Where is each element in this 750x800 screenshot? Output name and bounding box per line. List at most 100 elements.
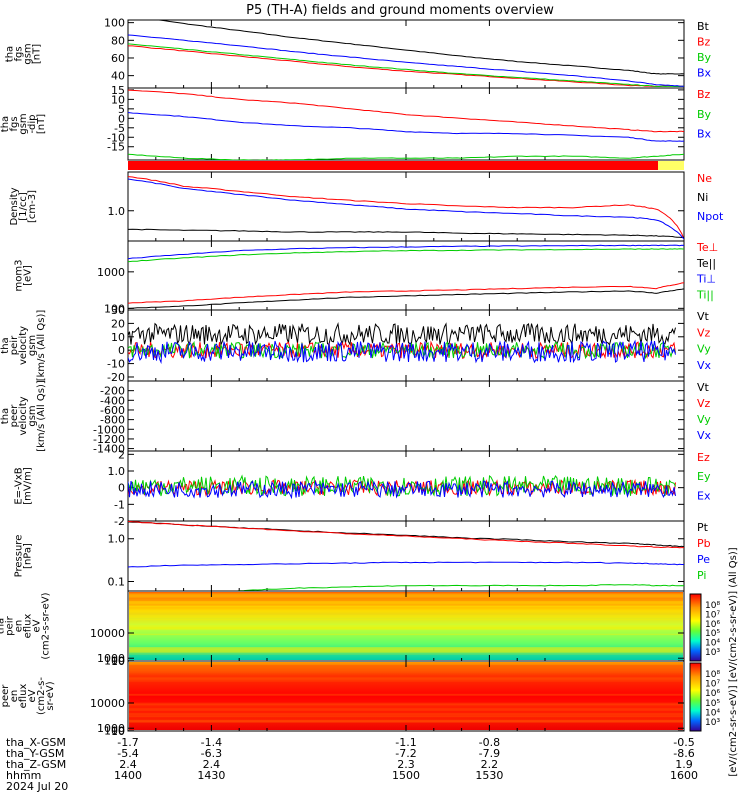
series-line-te bbox=[128, 282, 684, 304]
y-axis-label-line: tha bbox=[5, 46, 16, 62]
y-axis-label-line: -dip bbox=[27, 114, 38, 133]
y-axis-label-line: [cm-3] bbox=[27, 190, 38, 223]
axis-row-label: tha_X-GSM bbox=[6, 736, 66, 749]
heatmap-band bbox=[129, 708, 683, 712]
axis-row-value: -8.6 bbox=[673, 747, 694, 760]
axis-row-value: -6.3 bbox=[201, 747, 222, 760]
legend-label: Bt bbox=[697, 20, 710, 33]
y-axis-label-line: [km/s (All Qs)] bbox=[36, 380, 47, 452]
y-tick-label: 0 bbox=[118, 482, 125, 495]
heatmap-band bbox=[129, 617, 683, 619]
heatmap-band bbox=[129, 677, 683, 679]
colorbar-tick-label: 10⁴ bbox=[705, 708, 720, 718]
y-tick-label: -10 bbox=[107, 358, 125, 371]
heatmap-band bbox=[129, 618, 683, 621]
heatmap-band bbox=[129, 671, 683, 673]
heatmap-band bbox=[129, 651, 683, 654]
axis-row-value: 1500 bbox=[392, 769, 420, 782]
y-axis-label-line: peer bbox=[9, 404, 20, 428]
axis-row-value: -7.2 bbox=[395, 747, 416, 760]
y-axis-label-line: velocity bbox=[18, 326, 29, 365]
legend-label: Ez bbox=[697, 451, 710, 464]
heatmap-image bbox=[129, 662, 683, 730]
y-tick-label: 1000 bbox=[97, 266, 125, 279]
panel-0: thafgsgsm[nT] 40 60 80 100 Bt Bz By Bx bbox=[5, 17, 712, 89]
panel-8: Pressure[nPa] 1.0 0.1 Pt Pb Pe Pi bbox=[14, 520, 711, 592]
colorbar-rect bbox=[689, 662, 702, 732]
legend-label: Vx bbox=[697, 359, 712, 372]
y-tick-label: 1000 bbox=[97, 722, 125, 735]
heatmap-band bbox=[129, 668, 683, 671]
y-tick-label: 2 bbox=[118, 448, 125, 461]
y-tick-label: 10 bbox=[111, 331, 125, 344]
y-tick-label: -2 bbox=[114, 515, 125, 528]
panel-2 bbox=[128, 161, 684, 170]
y-axis-label-line: (cm2-s-sr-eV) bbox=[41, 592, 52, 659]
heatmap-band bbox=[129, 648, 683, 652]
panel-5: thapeirvelocitygsm[km/s (All Qs)] 3020100… bbox=[0, 304, 712, 384]
colorbar-tick-label: 10⁴ bbox=[705, 639, 720, 649]
y-axis-label: E=-VxB[mV/m] bbox=[14, 467, 34, 505]
colorbar-tick-label: 10³ bbox=[705, 718, 720, 728]
y-tick-label: -15 bbox=[107, 141, 125, 154]
series-line-npot bbox=[128, 178, 684, 240]
series-line-vt bbox=[128, 321, 676, 347]
heatmap-band bbox=[129, 720, 683, 723]
y-axis-label-line: [nT] bbox=[32, 44, 43, 64]
y-tick-label: -800 bbox=[100, 414, 125, 427]
heatmap-band bbox=[129, 702, 683, 705]
heatmap-band bbox=[129, 707, 683, 710]
axis-row-value: 2.3 bbox=[397, 758, 415, 771]
y-tick-label: -1 bbox=[114, 498, 125, 511]
y-axis-label: thapeerenefluxeV(cm2-s-sr-eV) bbox=[0, 677, 56, 715]
y-tick-label: 10000 bbox=[90, 697, 125, 710]
y-tick-label: 10 bbox=[111, 93, 125, 106]
heatmap-band bbox=[129, 653, 683, 655]
quality-bar-yellow bbox=[658, 161, 684, 170]
y-tick-label: 60 bbox=[111, 52, 125, 65]
series-line-bt bbox=[154, 20, 684, 75]
axis-row-value: 1530 bbox=[475, 769, 503, 782]
y-axis-label: Density[1/cc][cm-3] bbox=[9, 187, 38, 225]
legend-label: Pb bbox=[697, 537, 711, 550]
y-tick-label: 10000 bbox=[90, 627, 125, 640]
y-tick-label: -1000 bbox=[93, 423, 125, 436]
y-axis-label-line: [mV/m] bbox=[23, 467, 34, 505]
y-tick-label: 1.0 bbox=[108, 205, 126, 218]
legend-label: Vt bbox=[697, 310, 710, 323]
y-axis-label: thapeervelocitygsm[km/s (All Qs)] bbox=[0, 380, 47, 452]
axis-row-value: -0.5 bbox=[673, 736, 694, 749]
axis-row-label: tha_Z-GSM bbox=[6, 758, 66, 771]
colorbar-tick-label: 10⁶ bbox=[705, 620, 720, 630]
y-tick-label: 30 bbox=[111, 304, 125, 317]
legend-label: Vt bbox=[697, 381, 710, 394]
legend-label: Ne bbox=[697, 172, 712, 185]
heatmap-band bbox=[129, 627, 683, 630]
colorbar-tick-label: 10⁸ bbox=[705, 601, 720, 611]
y-axis-label-line: peir bbox=[9, 335, 20, 355]
series-line-by bbox=[128, 153, 684, 160]
quality-bar-red bbox=[128, 161, 658, 170]
heatmap-band bbox=[129, 667, 683, 669]
heatmap-band bbox=[129, 601, 683, 604]
legend-label: Bz bbox=[697, 88, 711, 101]
heatmap-band bbox=[129, 650, 683, 653]
heatmap-band bbox=[129, 679, 683, 682]
y-tick-label: 100 bbox=[104, 17, 125, 30]
colorbar-tick-label: 10⁸ bbox=[705, 670, 720, 680]
y-tick-label: -20 bbox=[107, 371, 125, 384]
y-tick-label: -200 bbox=[100, 385, 125, 398]
legend-label: Npot bbox=[697, 210, 724, 223]
legend-label: Pt bbox=[697, 521, 709, 534]
y-axis-label-line: [nT] bbox=[36, 114, 47, 134]
y-axis-label-line: eflux bbox=[23, 614, 34, 639]
axis-row-value: 1400 bbox=[114, 769, 142, 782]
legend-label: Vz bbox=[697, 397, 711, 410]
panel-frame bbox=[127, 520, 685, 592]
y-axis-label: Pressure[nPa] bbox=[14, 535, 34, 578]
legend-label: Pe bbox=[697, 553, 710, 566]
y-axis-label-line: [eV] bbox=[23, 265, 34, 286]
y-axis-label-line: peir bbox=[5, 615, 16, 635]
